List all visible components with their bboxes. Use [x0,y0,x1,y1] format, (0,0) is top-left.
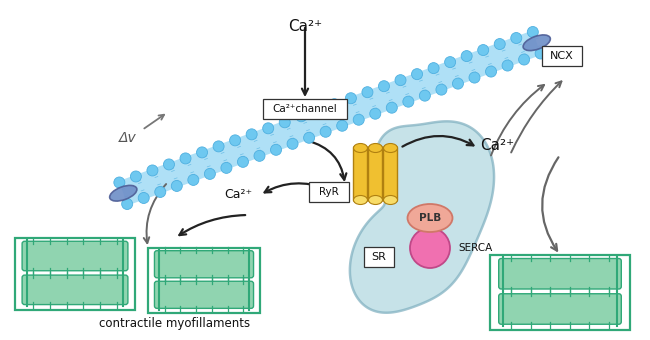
Circle shape [353,114,364,125]
Circle shape [296,111,307,122]
Circle shape [452,78,463,89]
Circle shape [378,81,389,92]
Circle shape [131,171,142,182]
Circle shape [263,123,274,134]
Text: Δv: Δv [119,131,137,145]
Text: Ca²⁺: Ca²⁺ [480,137,514,153]
Circle shape [337,120,348,131]
Circle shape [122,199,133,209]
Circle shape [511,33,522,44]
Ellipse shape [110,185,137,201]
Circle shape [312,105,323,116]
Ellipse shape [384,195,398,204]
Circle shape [469,72,480,83]
FancyBboxPatch shape [499,294,621,324]
Circle shape [535,48,546,59]
Circle shape [527,27,538,37]
Circle shape [287,138,298,149]
Circle shape [370,108,381,119]
FancyBboxPatch shape [309,182,349,202]
Polygon shape [350,121,494,313]
FancyBboxPatch shape [263,99,347,119]
Circle shape [280,117,291,128]
Circle shape [519,54,530,65]
Circle shape [502,60,513,71]
Circle shape [114,177,125,188]
Circle shape [163,159,174,170]
Circle shape [155,186,166,198]
Circle shape [362,87,373,98]
Text: Ca²⁺channel: Ca²⁺channel [272,104,337,114]
Circle shape [196,147,207,158]
Circle shape [436,84,447,95]
Ellipse shape [354,195,367,204]
Circle shape [172,181,182,191]
Circle shape [221,163,232,173]
Circle shape [461,51,472,62]
FancyBboxPatch shape [499,258,621,289]
Circle shape [229,135,240,146]
Ellipse shape [523,35,551,51]
Circle shape [494,38,505,50]
FancyBboxPatch shape [22,275,128,305]
Circle shape [428,63,439,74]
Circle shape [213,141,224,152]
Circle shape [403,96,414,107]
Circle shape [254,150,265,162]
Text: contractile myofillaments: contractile myofillaments [99,317,250,330]
Circle shape [304,132,315,143]
FancyBboxPatch shape [542,46,582,66]
Text: PLB: PLB [419,213,441,223]
Circle shape [188,174,199,185]
Circle shape [204,168,215,180]
FancyBboxPatch shape [384,147,398,202]
Circle shape [486,66,497,77]
Ellipse shape [384,143,398,153]
Ellipse shape [369,195,382,204]
Circle shape [246,129,257,140]
Circle shape [478,45,489,55]
Text: SR: SR [372,252,387,262]
Circle shape [410,228,450,268]
Circle shape [386,102,397,113]
FancyBboxPatch shape [155,251,254,278]
FancyBboxPatch shape [155,281,254,308]
FancyBboxPatch shape [22,241,128,271]
FancyBboxPatch shape [364,247,394,267]
Polygon shape [119,31,541,205]
Ellipse shape [354,143,367,153]
Text: Ca²⁺: Ca²⁺ [224,188,252,202]
Circle shape [329,99,340,110]
Circle shape [445,56,456,68]
Circle shape [237,156,248,167]
Text: NCX: NCX [550,51,574,61]
Circle shape [395,75,406,86]
Text: RyR: RyR [319,187,339,197]
Circle shape [320,126,331,137]
FancyBboxPatch shape [354,147,367,202]
Text: SERCA: SERCA [458,243,492,253]
Circle shape [411,69,422,80]
FancyBboxPatch shape [369,147,382,202]
Circle shape [180,153,191,164]
Ellipse shape [369,143,382,153]
Circle shape [419,90,430,101]
Circle shape [270,144,281,155]
Circle shape [138,192,150,203]
Circle shape [147,165,158,176]
Ellipse shape [408,204,452,232]
Circle shape [345,93,356,104]
Text: Ca²⁺: Ca²⁺ [288,19,322,34]
